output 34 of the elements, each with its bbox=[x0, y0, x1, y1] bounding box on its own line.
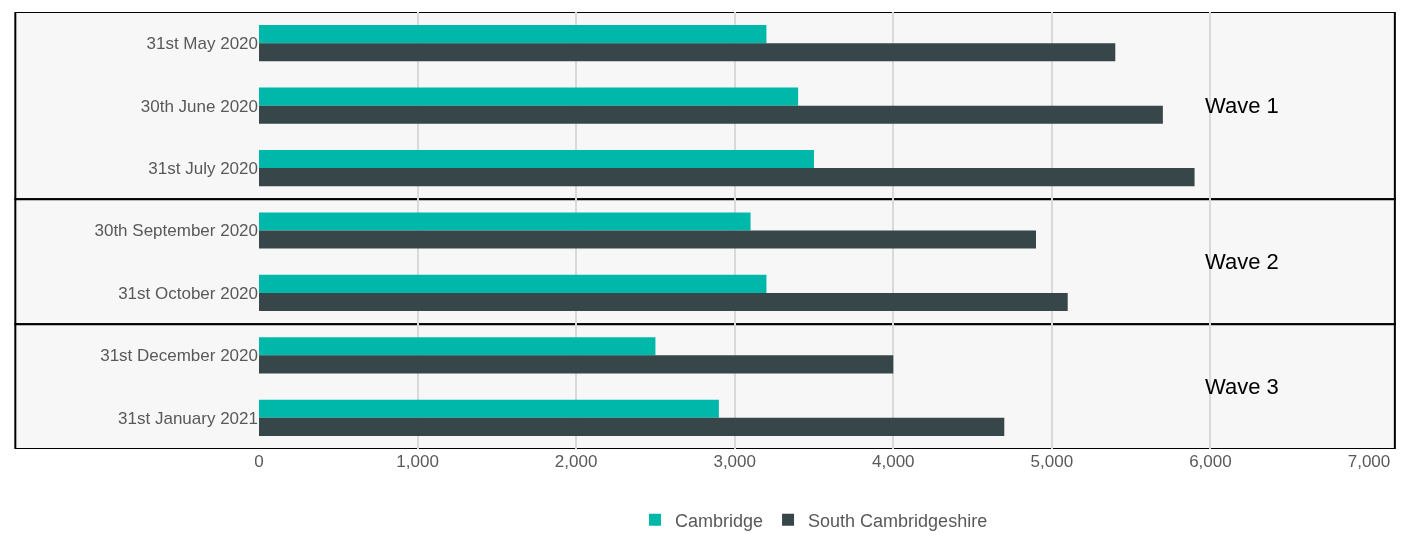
bar bbox=[259, 43, 1116, 62]
legend-label: Cambridge bbox=[675, 510, 764, 531]
bar bbox=[259, 230, 1036, 249]
bar bbox=[259, 25, 767, 44]
x-tick-label: 6,000 bbox=[1189, 452, 1232, 471]
bar bbox=[259, 149, 814, 169]
legend-label: South Cambridgeshire bbox=[808, 510, 988, 531]
x-tick-label: 0 bbox=[254, 452, 264, 471]
y-tick-label: 31st July 2020 bbox=[148, 159, 258, 179]
band-label: Wave 3 bbox=[1205, 374, 1279, 399]
x-tick-label: 4,000 bbox=[872, 452, 915, 471]
bar bbox=[259, 417, 1005, 436]
y-tick-label: 31st January 2021 bbox=[118, 408, 258, 428]
y-tick-label: 30th September 2020 bbox=[94, 221, 258, 241]
band-label: Wave 2 bbox=[1205, 249, 1279, 274]
y-tick-label: 30th June 2020 bbox=[140, 96, 258, 116]
bar bbox=[259, 292, 1068, 312]
bar bbox=[259, 168, 1195, 187]
bar bbox=[259, 274, 767, 293]
bar bbox=[259, 212, 751, 231]
bar bbox=[259, 87, 799, 106]
x-tick-label: 3,000 bbox=[713, 452, 756, 471]
x-tick-label: 5,000 bbox=[1030, 452, 1074, 471]
bar bbox=[259, 337, 656, 356]
x-tick-label: 7,000 bbox=[1347, 452, 1391, 471]
band-label: Wave 1 bbox=[1205, 93, 1279, 118]
bar bbox=[259, 355, 894, 374]
bar bbox=[259, 105, 1163, 124]
y-tick-label: 31st May 2020 bbox=[146, 34, 258, 54]
y-tick-label: 31st December 2020 bbox=[100, 346, 258, 366]
bar bbox=[259, 399, 719, 418]
x-tick-label: 2,000 bbox=[554, 452, 598, 471]
y-tick-label: 31st October 2020 bbox=[118, 283, 258, 303]
x-tick-label: 1,000 bbox=[396, 452, 439, 471]
